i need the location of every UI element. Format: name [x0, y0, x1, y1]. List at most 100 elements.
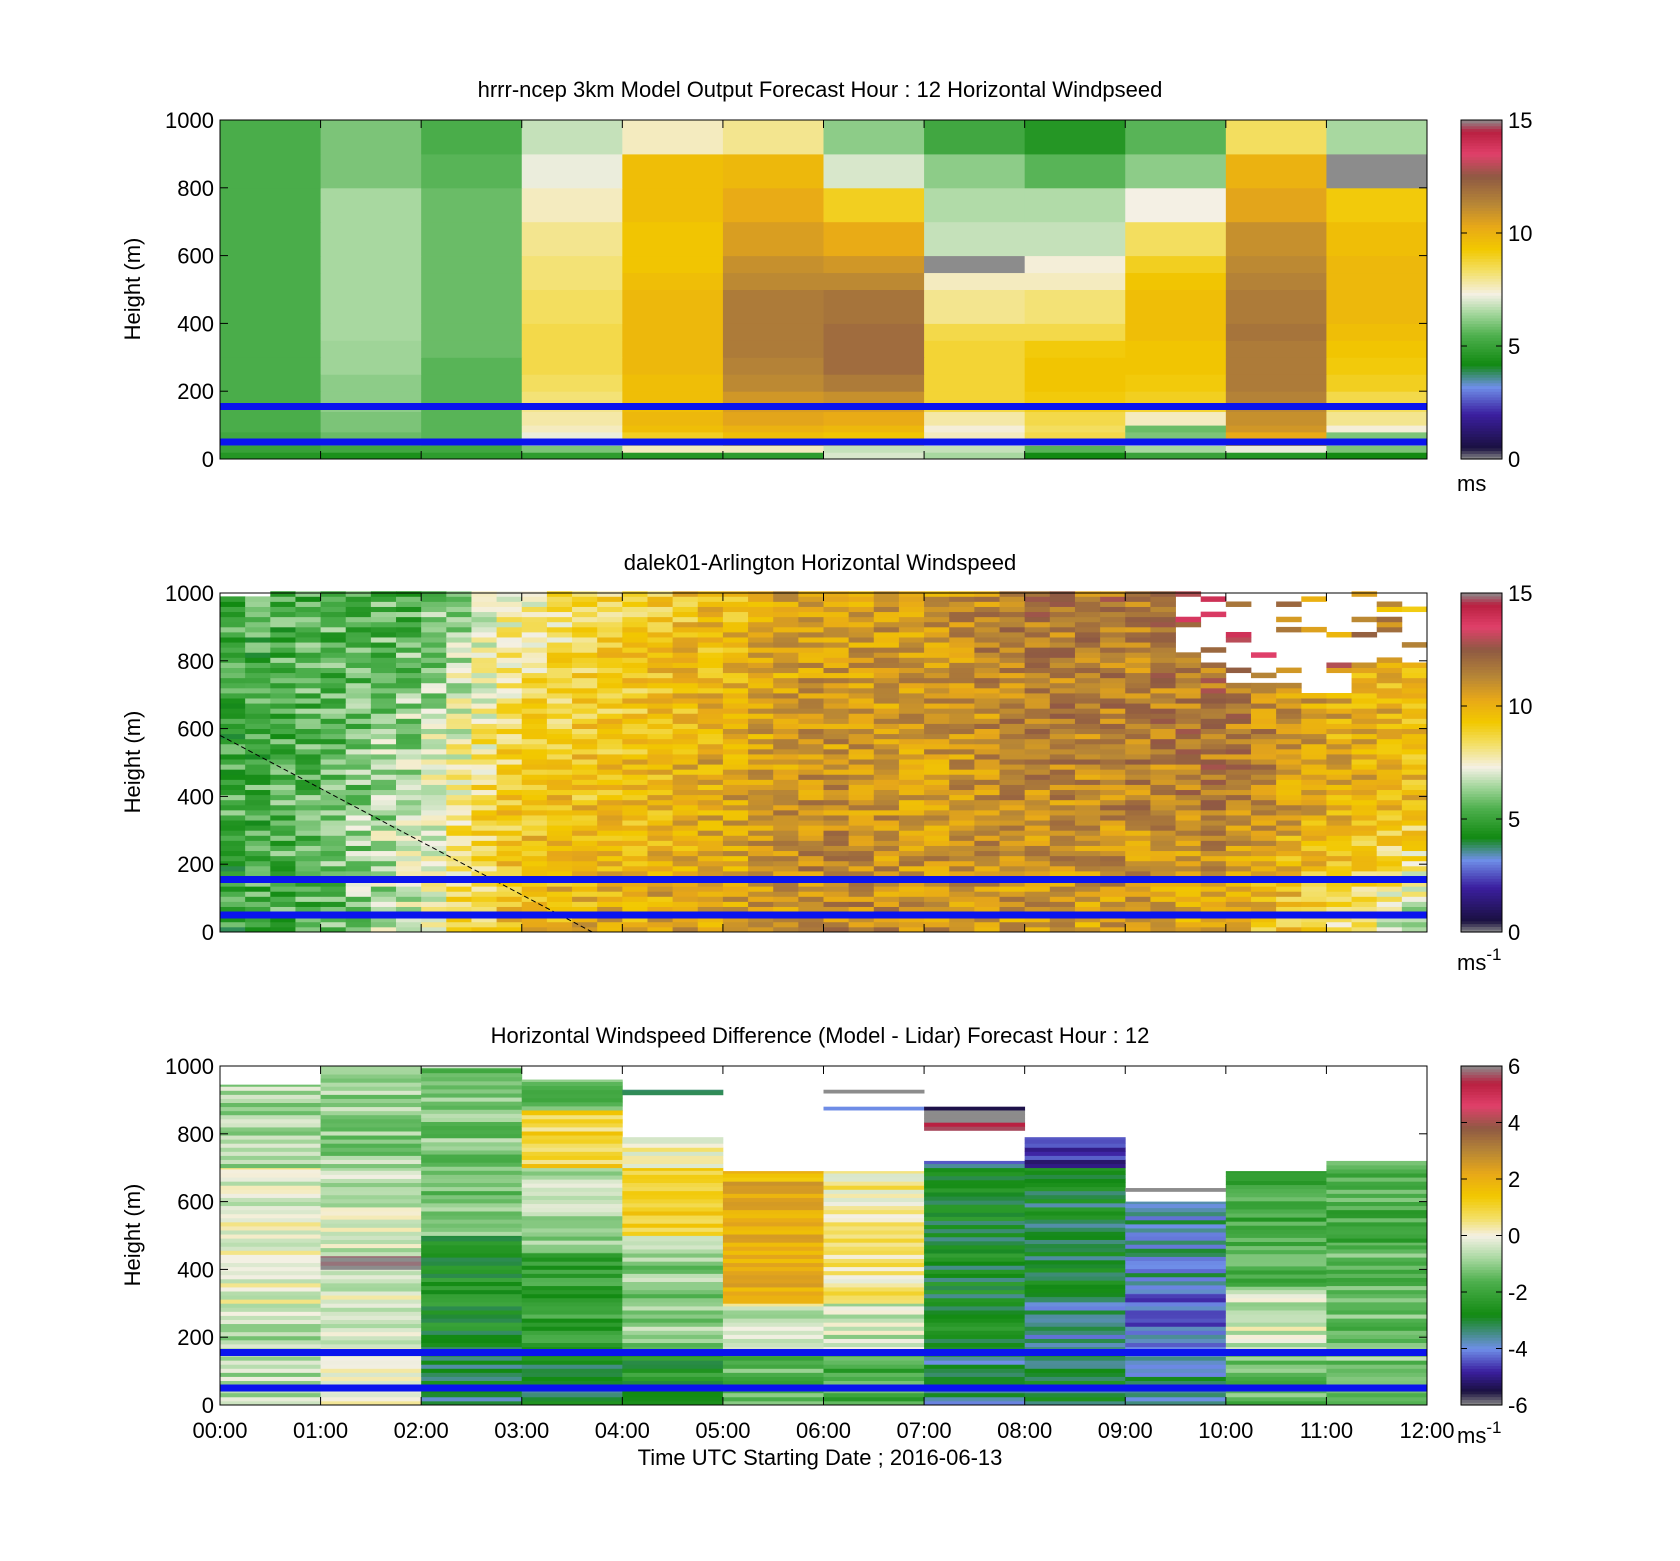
heatmap-cell: [295, 764, 321, 770]
heatmap-cell: [1125, 784, 1151, 791]
heatmap-cell: [898, 626, 925, 633]
heatmap-cell: [1351, 870, 1378, 877]
heatmap-cell: [1125, 1280, 1227, 1286]
heatmap-cell: [1351, 718, 1378, 724]
heatmap-cell: [1100, 809, 1126, 816]
heatmap-cell: [823, 431, 925, 440]
heatmap-cell: [924, 1310, 1026, 1315]
heatmap-cell: [1125, 1301, 1227, 1307]
heatmap-cell: [1024, 713, 1051, 719]
heatmap-cell: [1276, 870, 1302, 877]
heatmap-cell: [924, 452, 1026, 460]
heatmap-cell: [1125, 1314, 1227, 1319]
heatmap-cell: [1351, 743, 1378, 750]
colorbar-tick-label: 0: [1508, 920, 1520, 945]
heatmap-cell: [722, 1342, 824, 1348]
heatmap-cell: [924, 850, 950, 857]
colorbar-segment: [1461, 1193, 1502, 1197]
heatmap-cell: [1200, 723, 1227, 729]
heatmap-cell: [974, 906, 1000, 913]
heatmap-cell: [898, 804, 925, 811]
heatmap-cell: [471, 921, 498, 928]
heatmap-cell: [1175, 901, 1202, 907]
heatmap-cell: [1024, 1251, 1126, 1257]
heatmap-cell: [421, 1207, 523, 1212]
heatmap-cell: [597, 728, 623, 735]
heatmap-cell: [672, 769, 699, 775]
heatmap-cell: [823, 921, 850, 928]
heatmap-cell: [521, 662, 548, 668]
colorbar-segment: [1461, 1099, 1502, 1104]
heatmap-cell: [220, 1131, 321, 1136]
heatmap-cell: [1351, 835, 1378, 841]
heatmap-cell: [823, 323, 925, 341]
heatmap-cell: [270, 631, 296, 638]
heatmap-cell: [924, 391, 1026, 406]
heatmap-cell: [471, 748, 498, 755]
heatmap-cell: [1125, 713, 1151, 719]
heatmap-cell: [320, 452, 422, 460]
heatmap-cell: [521, 187, 623, 223]
heatmap-cell: [1401, 718, 1428, 724]
heatmap-cell: [898, 616, 925, 623]
heatmap-cell: [722, 289, 824, 324]
heatmap-cell: [798, 754, 824, 760]
heatmap-cell: [1401, 662, 1428, 668]
heatmap-cell: [270, 601, 296, 607]
heatmap-cell: [748, 647, 774, 653]
heatmap-cell: [798, 759, 824, 765]
heatmap-cell: [647, 703, 674, 709]
heatmap-cell: [597, 845, 623, 852]
heatmap-cell: [873, 723, 900, 729]
heatmap-cell: [320, 1261, 422, 1266]
colorbar-frame: [1460, 592, 1503, 933]
heatmap-cell: [622, 1236, 724, 1242]
heatmap-cell: [622, 687, 648, 694]
heatmap-cell: [823, 906, 850, 913]
heatmap-cell: [924, 621, 950, 628]
heatmap-cell: [320, 1159, 422, 1165]
heatmap-cell: [421, 1289, 523, 1295]
heatmap-cell: [546, 916, 573, 923]
heatmap-cell: [949, 657, 975, 663]
heatmap-cell: [1225, 1200, 1327, 1206]
heatmap-cell: [722, 1299, 824, 1304]
heatmap-cell: [521, 764, 548, 770]
heatmap-cell: [521, 708, 548, 714]
heatmap-cell: [1100, 693, 1126, 699]
heatmap-cell: [597, 743, 623, 750]
heatmap-cell: [446, 652, 472, 658]
heatmap-cell: [1074, 794, 1101, 801]
heatmap-cell: [974, 794, 1000, 801]
heatmap-cell: [798, 708, 824, 714]
colorbar-segment: [1461, 635, 1502, 639]
heatmap-cell: [446, 759, 472, 765]
heatmap-cell: [647, 698, 674, 704]
heatmap-cell: [1225, 809, 1252, 816]
heatmap-cell: [496, 642, 523, 648]
colorbar-segment: [1461, 691, 1502, 696]
heatmap-cell: [345, 921, 372, 928]
heatmap-cell: [572, 647, 598, 653]
heatmap-cell: [1326, 1338, 1428, 1344]
x-tick-label: 05:00: [695, 1418, 750, 1443]
heatmap-cell: [873, 657, 900, 663]
heatmap-cell: [823, 886, 850, 892]
heatmap-cell: [1225, 1286, 1327, 1291]
model-heatmap: [220, 120, 1428, 460]
heatmap-cell: [848, 820, 875, 826]
colorbar-segment: [1461, 139, 1502, 144]
colorbar-segment: [1461, 700, 1502, 704]
heatmap-cell: [1100, 774, 1126, 780]
heatmap-cell: [848, 779, 875, 785]
heatmap-cell: [572, 779, 598, 785]
heatmap-cell: [622, 1380, 724, 1386]
heatmap-cell: [1401, 881, 1428, 887]
heatmap-cell: [1250, 799, 1277, 806]
heatmap-cell: [949, 764, 975, 770]
heatmap-cell: [898, 606, 925, 613]
heatmap-cell: [823, 626, 850, 633]
heatmap-cell: [722, 1380, 824, 1386]
heatmap-cell: [1125, 652, 1151, 658]
heatmap-cell: [421, 1182, 523, 1188]
